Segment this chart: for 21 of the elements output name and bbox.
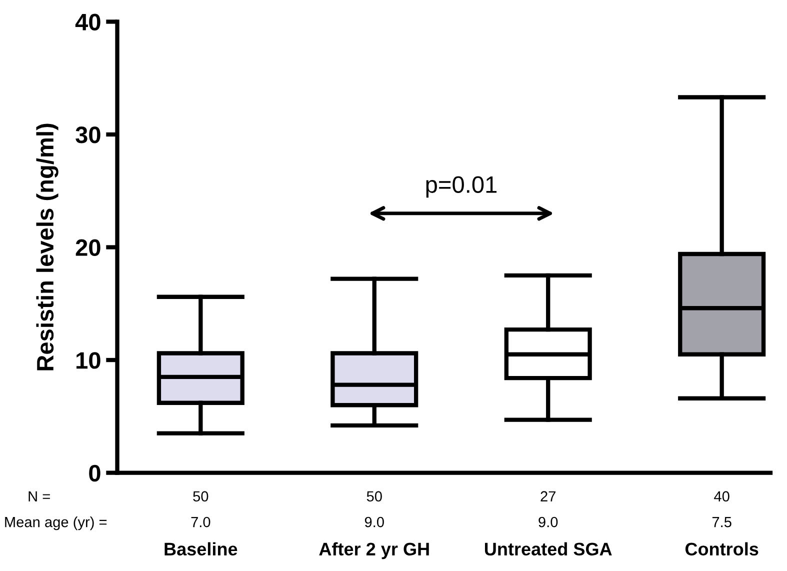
text: 50 <box>193 491 208 502</box>
y-tick-label: 40 <box>75 14 100 30</box>
x-tick-label: Baseline <box>164 542 238 556</box>
text: 7.0 <box>191 516 210 528</box>
y-tick-label: 10 <box>76 352 100 369</box>
text: 50 <box>366 491 382 502</box>
text: N = <box>28 491 50 502</box>
y-tick-label: 0 <box>89 464 100 482</box>
text: 27 <box>540 491 556 502</box>
text: Mean age (yr) = <box>5 516 107 530</box>
annotation: p=0.01 <box>426 176 497 198</box>
x-tick-label: After 2 yr GH <box>319 542 429 560</box>
y-tick-label: 30 <box>76 126 100 144</box>
text: 7.5 <box>712 517 732 528</box>
y-axis-title: Resistin levels (ng/ml) <box>36 124 58 370</box>
text: 9.0 <box>364 516 384 528</box>
text: 40 <box>714 491 730 502</box>
x-tick-label: Controls <box>685 542 758 556</box>
text: 9.0 <box>538 516 558 528</box>
y-tick-label: 20 <box>76 239 100 256</box>
x-tick-label: Untreated SGA <box>484 542 612 556</box>
